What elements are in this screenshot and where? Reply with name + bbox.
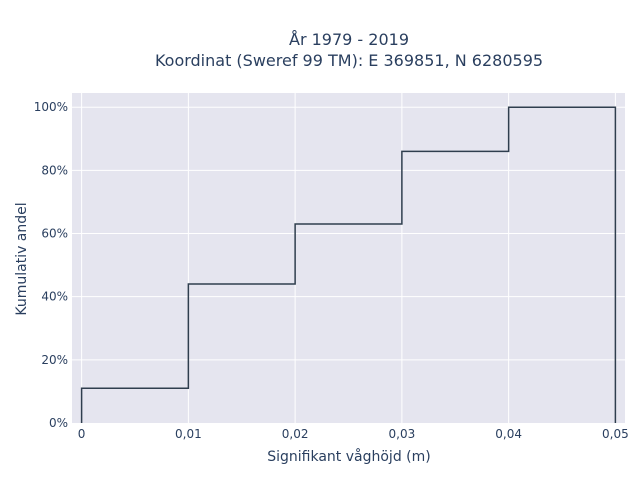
y-tick-label: 20% [41, 353, 68, 367]
chart-title-line1: År 1979 - 2019 [289, 30, 409, 49]
series-cumulative [80, 106, 617, 423]
cumulative-step-line [80, 106, 617, 423]
x-axis-ticks: 0 0,01 0,02 0,03 0,04 0,05 [78, 427, 629, 441]
y-axis-ticks: 0% 20% 40% 60% 80% 100% [34, 100, 68, 430]
y-tick-label: 100% [34, 100, 68, 114]
plot-area [72, 93, 625, 423]
x-tick-label: 0,04 [495, 427, 522, 441]
x-tick-label: 0,02 [282, 427, 309, 441]
x-tick-label: 0,05 [602, 427, 629, 441]
y-tick-label: 60% [41, 227, 68, 241]
x-tick-label: 0,01 [175, 427, 202, 441]
y-tick-label: 0% [49, 416, 68, 430]
chart-title-line2: Koordinat (Sweref 99 TM): E 369851, N 62… [155, 51, 543, 70]
x-tick-label: 0 [78, 427, 86, 441]
y-tick-label: 80% [41, 163, 68, 177]
y-tick-label: 40% [41, 290, 68, 304]
y-axis-label: Kumulativ andel [14, 202, 30, 315]
x-tick-label: 0,03 [389, 427, 416, 441]
x-axis-label: Signifikant våghöjd (m) [267, 448, 430, 465]
